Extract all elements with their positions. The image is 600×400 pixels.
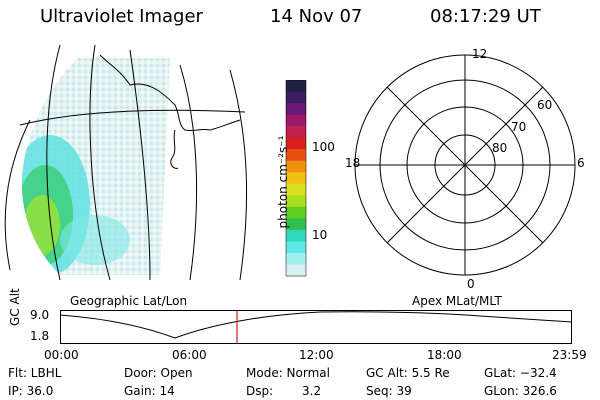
colorbar-swatch [286,195,306,208]
polar-label: Apex MLat/MLT [412,294,502,308]
geographic-map [4,44,248,281]
xtick-2359: 23:59 [552,348,587,362]
colorbar-swatch [286,80,306,93]
colorbar-scale [285,79,307,277]
colorbar-swatch [286,241,306,254]
instrument-title: Ultraviolet Imager [40,6,203,27]
colorbar-tick-100: 100 [312,140,335,154]
status-dsp-value: 3.2 [302,384,322,398]
colorbar-unit-label: photon cm⁻²s⁻¹ [276,135,290,229]
colorbar-swatch [286,183,306,196]
status-seq: Seq: 39 [366,384,412,398]
altitude-ytick-bottom: 1.8 [30,329,50,343]
colorbar-swatch [286,252,306,265]
colorbar-swatch [286,114,306,127]
status-ip: IP: 36.0 [8,384,54,398]
polar-plot [354,54,576,276]
altitude-ylabel: GC Alt [8,288,22,326]
mlt-label-18: 18 [345,156,361,170]
xtick-1800: 18:00 [427,348,462,362]
colorbar-swatch [286,149,306,162]
colorbar-swatch [286,91,306,104]
colorbar-swatch [286,264,306,277]
altitude-curve [60,311,572,339]
lat-label-70: 70 [511,120,527,134]
xtick-0000: 00:00 [44,348,79,362]
colorbar-swatch [286,172,306,185]
colorbar-swatch [286,229,306,242]
status-gain: Gain: 14 [124,384,175,398]
date-text: 14 Nov 07 [270,6,363,27]
status-dsp: Dsp: [246,384,274,398]
colorbar-swatch [286,103,306,116]
altitude-plot [60,310,572,344]
colorbar-swatch [286,137,306,150]
status-flt: Flt: LBHL [8,366,62,380]
status-door: Door: Open [124,366,193,380]
aurora-image [21,58,170,275]
lat-label-60: 60 [537,98,553,112]
xtick-0600: 06:00 [172,348,207,362]
colorbar: 100 10 photon cm⁻²s⁻¹ [266,79,335,284]
map-label: Geographic Lat/Lon [70,294,188,308]
altitude-ytick-top: 9.0 [30,308,50,322]
altitude-frame [60,310,572,344]
status-glon: GLon: 326.6 [484,384,557,398]
status-glat: GLat: −32.4 [484,366,557,380]
map-grid [4,44,248,281]
colorbar-swatch [286,160,306,173]
colorbar-swatch [286,126,306,139]
colorbar-tick-10: 10 [312,228,328,242]
colorbar-swatch [286,206,306,219]
lat-label-80: 80 [492,141,508,155]
time-text: 08:17:29 UT [430,6,541,27]
coastlines [99,54,241,169]
mlt-label-12: 12 [472,47,488,61]
colorbar-swatch [286,218,306,231]
mlt-label-0: 0 [467,277,475,291]
status-gc-alt: GC Alt: 5.5 Re [366,366,450,380]
status-mode: Mode: Normal [246,366,330,380]
mlt-label-6: 6 [577,156,585,170]
colorbar-gradient [286,80,306,277]
xtick-1200: 12:00 [299,348,334,362]
